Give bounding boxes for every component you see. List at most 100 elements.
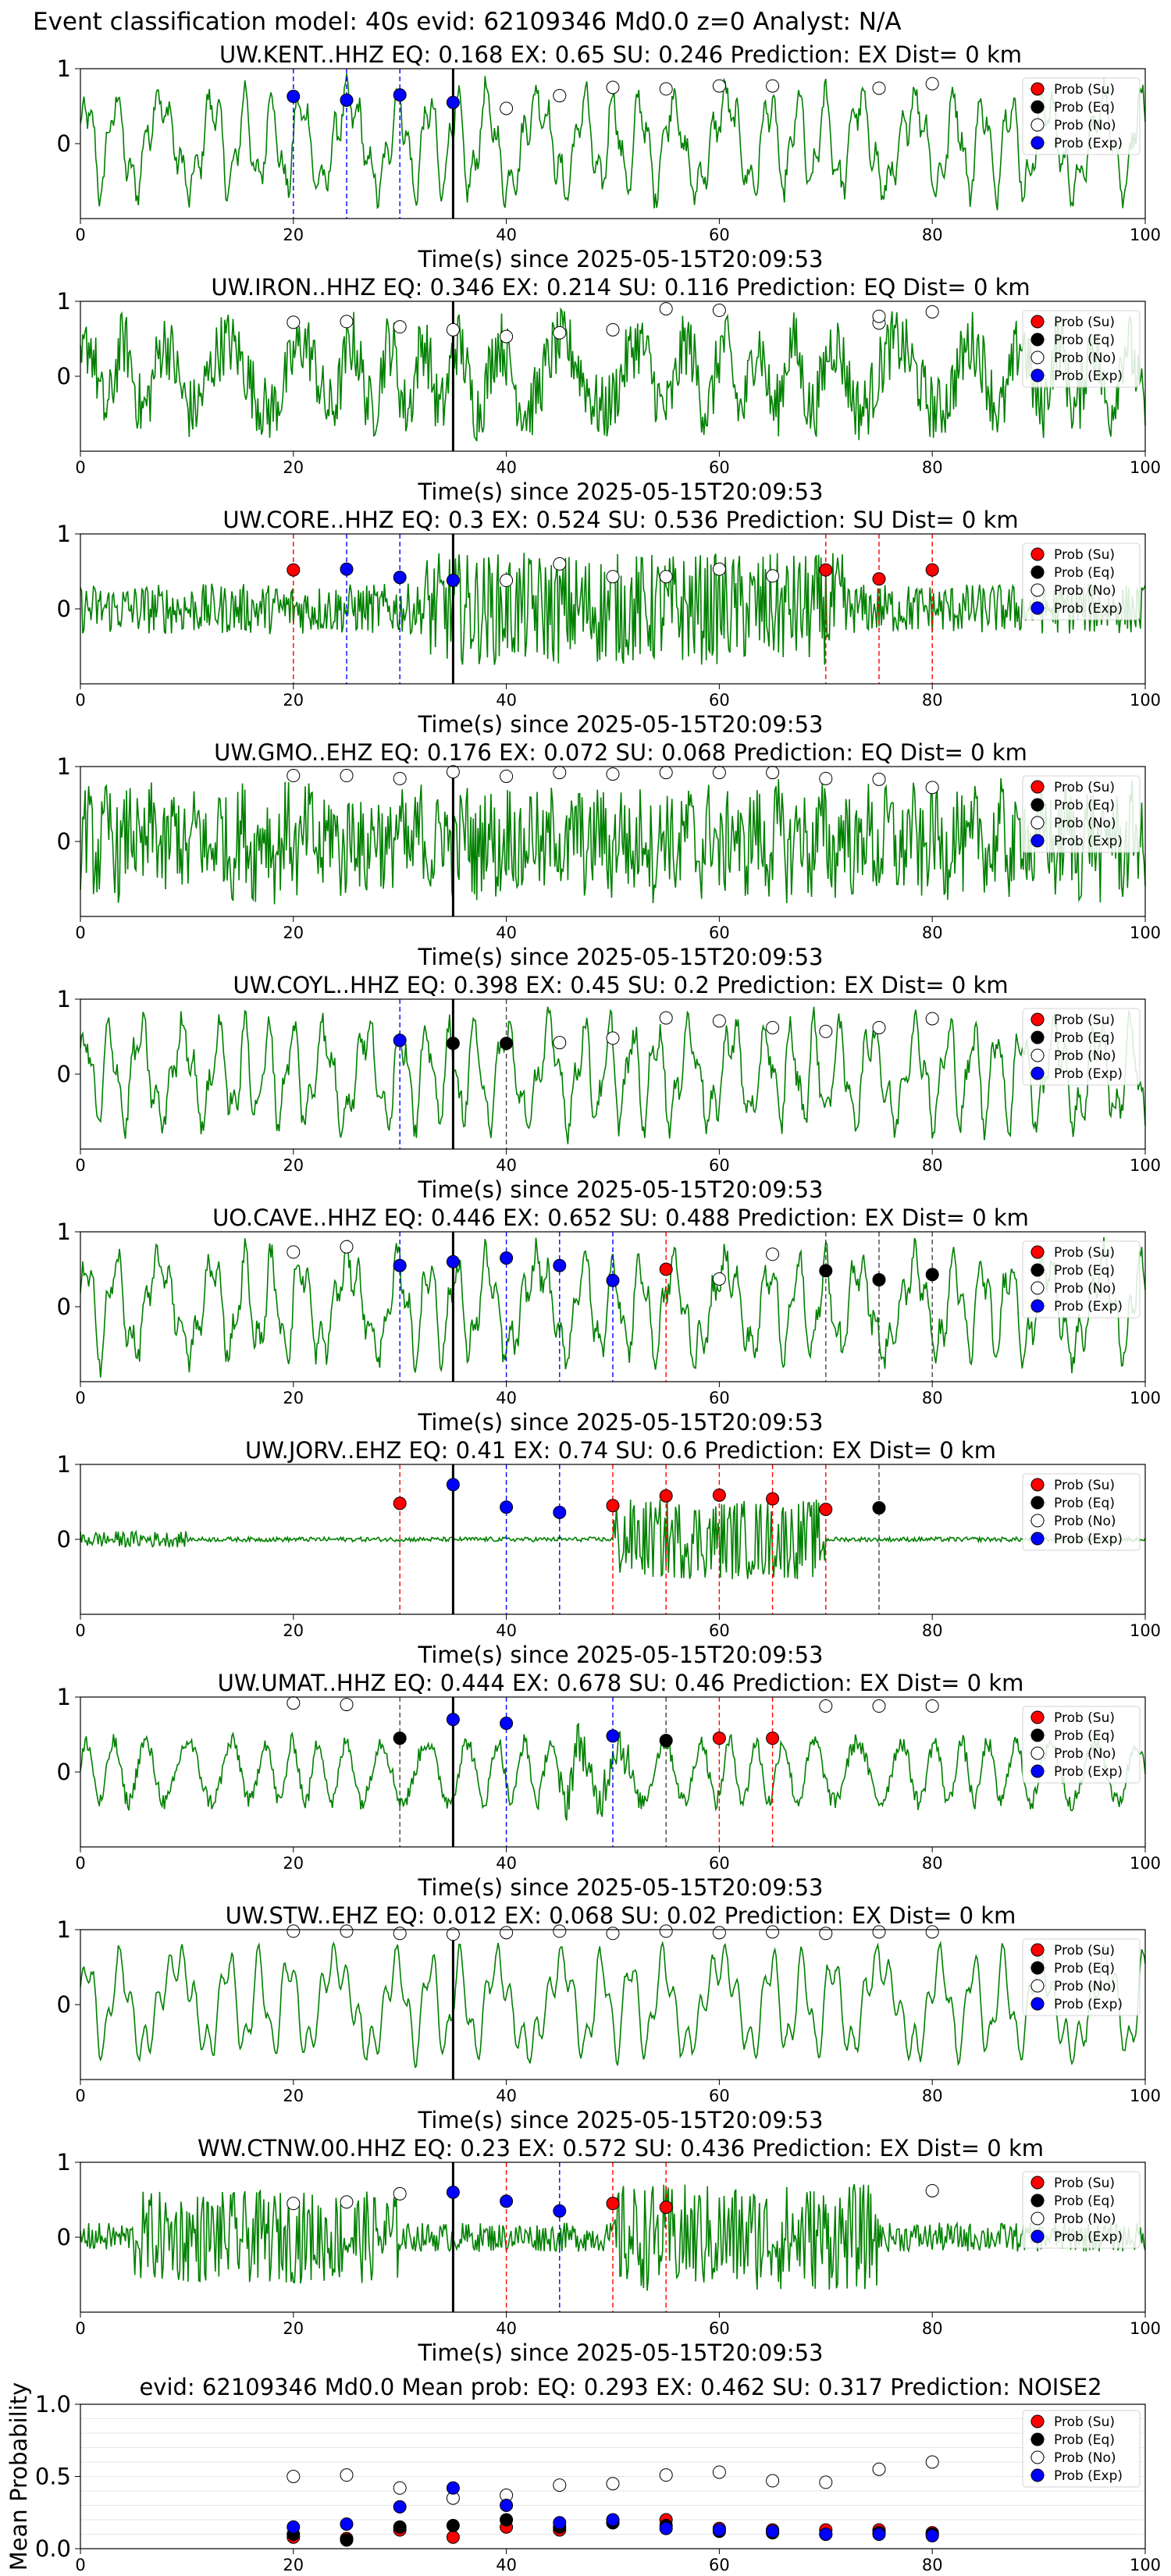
prob-marker-no	[659, 82, 673, 96]
y-tick-label: 0	[57, 1759, 71, 1785]
panel-title: UW.GMO..EHZ EQ: 0.176 EX: 0.072 SU: 0.06…	[214, 739, 1027, 766]
panel-title: UW.KENT..HHZ EQ: 0.168 EX: 0.65 SU: 0.24…	[219, 41, 1022, 68]
panel-1: UW.KENT..HHZ EQ: 0.168 EX: 0.65 SU: 0.24…	[57, 41, 1162, 272]
x-tick-label: 20	[283, 2087, 304, 2105]
y-tick-label: 0	[57, 2224, 71, 2250]
y-tick-label: 0.5	[35, 2464, 71, 2490]
panel-7: UW.JORV..EHZ EQ: 0.41 EX: 0.74 SU: 0.6 P…	[57, 1437, 1162, 1668]
x-axis-label: Time(s) since 2025-05-15T20:09:53	[418, 2339, 824, 2366]
prob-marker-eq	[393, 1731, 407, 1745]
mean-prob-marker-exp	[606, 2513, 620, 2527]
prob-marker-no	[659, 1924, 673, 1938]
prob-marker-no	[872, 81, 886, 95]
legend-marker-exp	[1030, 1299, 1045, 1313]
waveform-trace	[80, 1006, 1146, 1144]
legend-label: Prob (No)	[1054, 1514, 1116, 1529]
legend-label: Prob (Su)	[1054, 82, 1115, 98]
y-tick-label: 1	[57, 753, 71, 780]
figure-suptitle: Event classification model: 40s evid: 62…	[33, 8, 902, 36]
legend-marker-su	[1030, 315, 1045, 329]
legend-label: Prob (Eq)	[1054, 1961, 1115, 1976]
x-tick-label: 80	[922, 1621, 943, 1640]
panel-title: UW.JORV..EHZ EQ: 0.41 EX: 0.74 SU: 0.6 P…	[245, 1437, 996, 1464]
legend-box	[1022, 1938, 1141, 2016]
legend-marker-eq	[1030, 2194, 1045, 2208]
prob-marker-no	[446, 322, 460, 336]
x-tick-label: 40	[496, 2087, 517, 2105]
prob-marker-exp	[446, 1713, 460, 1727]
legend-label: Prob (Eq)	[1054, 2432, 1115, 2448]
legend-marker-su	[1030, 2176, 1045, 2190]
prob-marker-no	[606, 767, 620, 781]
legend-label: Prob (Eq)	[1054, 1496, 1115, 1511]
x-tick-label: 60	[709, 691, 730, 710]
mean-prob-marker-exp	[712, 2523, 726, 2537]
x-axis-label: Time(s) since 2025-05-15T20:09:53	[418, 1874, 824, 1901]
x-tick-label: 80	[922, 923, 943, 942]
legend-marker-exp	[1030, 368, 1045, 382]
x-tick-label: 100	[1130, 2556, 1161, 2574]
waveform-trace	[80, 553, 1146, 665]
x-tick-label: 20	[283, 1854, 304, 1873]
legend-label: Prob (No)	[1054, 1048, 1116, 1064]
legend-marker-no	[1030, 583, 1045, 597]
legend-label: Prob (No)	[1054, 583, 1116, 599]
mean-prob-marker-no	[393, 2481, 407, 2495]
prob-marker-exp	[446, 95, 460, 109]
mean-prob-marker-exp	[393, 2500, 407, 2514]
legend-marker-eq	[1030, 333, 1045, 347]
x-tick-label: 60	[709, 2319, 730, 2338]
prob-marker-no	[500, 769, 514, 783]
legend-label: Prob (Eq)	[1054, 333, 1115, 348]
prob-marker-no	[659, 302, 673, 316]
mean-prob-marker-no	[872, 2462, 886, 2476]
prob-marker-su	[925, 563, 939, 577]
prob-marker-no	[446, 765, 460, 779]
legend-marker-eq	[1030, 2432, 1045, 2446]
prob-marker-no	[766, 79, 780, 93]
waveform-trace	[80, 1500, 1146, 1580]
x-tick-label: 20	[283, 2556, 304, 2574]
x-axis-label: Time(s) since 2025-05-15T20:09:53	[418, 944, 824, 970]
legend-box	[1022, 775, 1141, 853]
legend-label: Prob (Exp)	[1054, 601, 1123, 617]
x-tick-label: 100	[1130, 226, 1161, 244]
y-tick-label: 1	[57, 2149, 71, 2176]
legend-marker-su	[1030, 1710, 1045, 1724]
prob-marker-exp	[500, 2194, 514, 2208]
legend-label: Prob (Eq)	[1054, 100, 1115, 116]
waveform-trace	[80, 73, 1146, 211]
panel-10: WW.CTNW.00.HHZ EQ: 0.23 EX: 0.572 SU: 0.…	[57, 2135, 1162, 2366]
mean-prob-marker-exp	[287, 2520, 301, 2534]
legend-label: Prob (Eq)	[1054, 798, 1115, 813]
mean-prob-marker-exp	[819, 2528, 833, 2541]
prob-marker-exp	[606, 1729, 620, 1743]
legend-box	[1022, 77, 1141, 155]
y-tick-label: 0	[57, 363, 71, 390]
prob-marker-no	[287, 1696, 301, 1710]
legend-label: Prob (No)	[1054, 1281, 1116, 1297]
x-tick-label: 0	[75, 691, 85, 710]
y-tick-label: 1	[57, 1684, 71, 1710]
x-tick-label: 80	[922, 2087, 943, 2105]
prob-marker-no	[766, 1020, 780, 1034]
panel-8: UW.UMAT..HHZ EQ: 0.444 EX: 0.678 SU: 0.4…	[57, 1670, 1162, 1901]
legend-label: Prob (Exp)	[1054, 1997, 1123, 2012]
x-tick-label: 0	[75, 923, 85, 942]
prob-marker-no	[340, 1698, 354, 1712]
legend-label: Prob (Exp)	[1054, 1299, 1123, 1315]
panel-9: UW.STW..EHZ EQ: 0.012 EX: 0.068 SU: 0.02…	[57, 1902, 1162, 2133]
prob-marker-no	[553, 1924, 567, 1938]
y-tick-label: 1	[57, 521, 71, 547]
prob-marker-no	[819, 1699, 833, 1713]
legend-label: Prob (Su)	[1054, 2176, 1115, 2191]
panel-11: evid: 62109346 Md0.0 Mean prob: EQ: 0.29…	[5, 2374, 1161, 2574]
x-tick-label: 100	[1130, 2087, 1161, 2105]
prob-marker-exp	[500, 1717, 514, 1731]
legend-label: Prob (Su)	[1054, 1478, 1115, 1493]
x-tick-label: 40	[496, 1156, 517, 1175]
prob-marker-no	[606, 1031, 620, 1045]
legend-marker-su	[1030, 82, 1045, 96]
x-tick-label: 40	[496, 1854, 517, 1873]
prob-marker-no	[659, 766, 673, 780]
